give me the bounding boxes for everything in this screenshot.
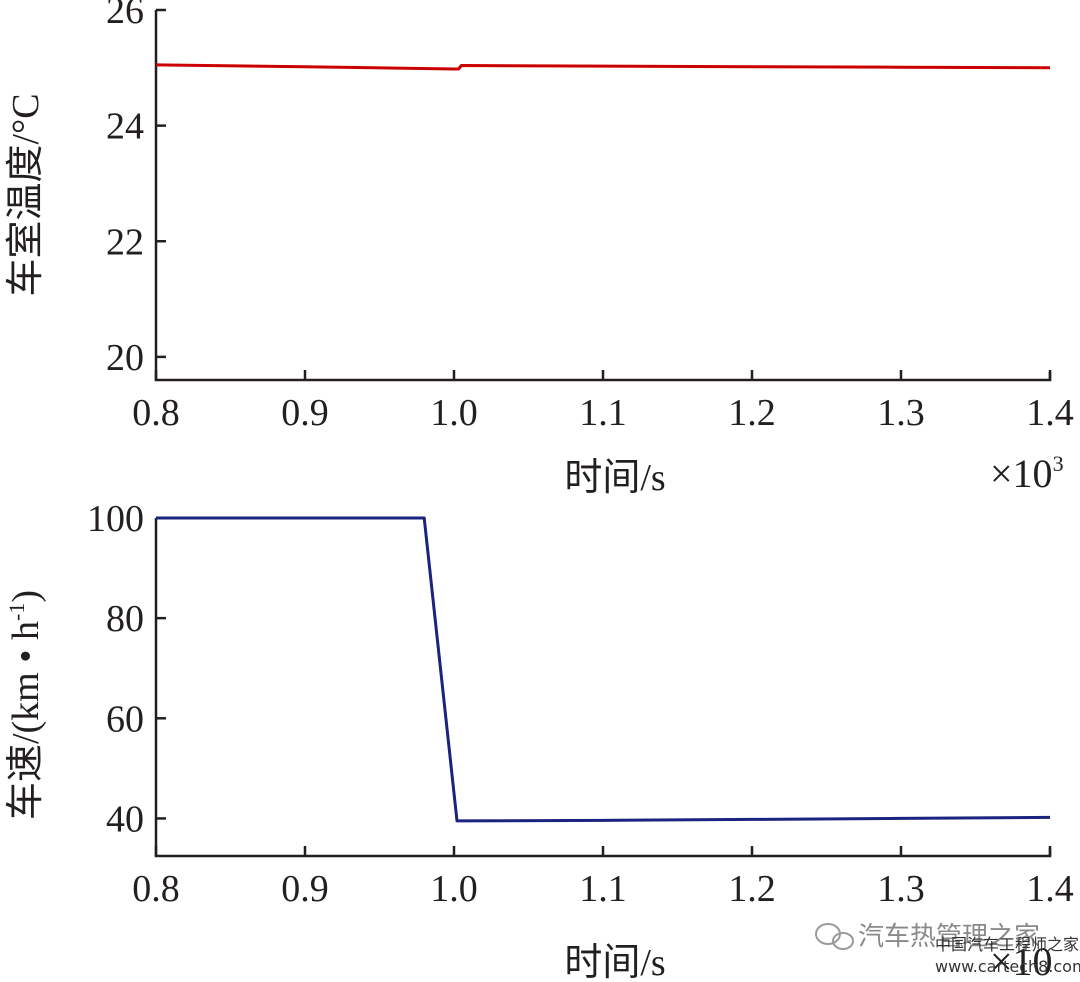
x-tick-label: 0.9 [281,392,329,434]
series-line-0 [155,63,1051,71]
y-axis-label-sup: -1 [4,603,29,621]
watermark: 汽车热管理之家 中国汽车工程师之家 www.cartech8.com [815,922,1080,976]
y-tick-label: 60 [106,698,144,740]
x-tick-label: 0.8 [132,392,180,434]
x-tick-label: 1.0 [430,868,478,910]
y-tick-label: 26 [106,0,144,32]
x-tick-label: 1.3 [877,392,925,434]
y-tick-label: 40 [106,798,144,840]
x-multiplier-exponent: 3 [1053,451,1064,476]
x-multiplier-base: ×10 [990,451,1053,496]
y-tick-label: 80 [106,598,144,640]
temperature-chart: 0.8 0.9 1.0 1.1 1.2 1.3 1.4 20 22 24 26 时间/s ×103 车室温… [5,0,1074,499]
series-line-0 [156,516,1051,823]
y-axis-label-main: 车速/(km • h [5,621,47,820]
x-tick-label: 0.8 [132,868,180,910]
x-tick-label: 1.1 [579,868,627,910]
watermark-site-cn: 中国汽车工程师之家 [935,935,1079,954]
y-tick-label: 20 [106,337,144,379]
y-tick-label: 22 [106,221,144,263]
x-tick-label: 1.4 [1026,868,1074,910]
x-tick-label: 0.9 [281,868,329,910]
axis-frame [154,518,1052,858]
x-axis-label: 时间/s [564,457,665,499]
y-axis-label: 车速/(km • h-1) [4,590,47,820]
y-axis-label-close: ) [5,590,47,603]
y-tick-label: 24 [106,106,144,148]
wechat-icon [815,923,854,950]
x-tick-label: 1.2 [728,868,776,910]
y-axis-label: 车室温度/°C [5,93,47,296]
x-tick-label: 1.3 [877,868,925,910]
x-tick-label: 1.2 [728,392,776,434]
speed-chart: 0.8 0.9 1.0 1.1 1.2 1.3 1.4 40 60 80 100 时间/s ×10 车速/… [4,498,1074,982]
x-tick-label: 1.0 [430,392,478,434]
x-axis-label: 时间/s [564,942,665,982]
x-tick-label: 1.4 [1026,392,1074,434]
y-tick-label: 100 [87,498,144,540]
x-multiplier: ×10 [990,939,1053,982]
y-axis-label-main: 车室温度/°C [5,93,47,296]
x-multiplier-base: ×10 [990,939,1053,982]
watermark-site-url: www.cartech8.com [935,957,1080,976]
x-tick-label: 1.1 [579,392,627,434]
watermark-text: 汽车热管理之家 [858,922,1040,952]
x-multiplier: ×103 [990,451,1064,496]
